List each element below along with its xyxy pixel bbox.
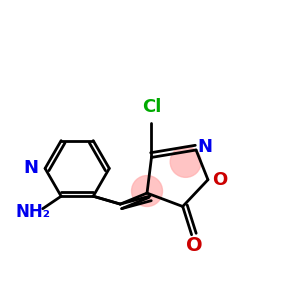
- Text: N: N: [197, 138, 212, 156]
- Text: N: N: [23, 159, 38, 177]
- Text: NH₂: NH₂: [16, 203, 51, 221]
- Text: Cl: Cl: [142, 98, 161, 116]
- Circle shape: [132, 176, 163, 206]
- Text: O: O: [186, 236, 203, 255]
- Circle shape: [170, 146, 201, 177]
- Text: O: O: [212, 171, 227, 189]
